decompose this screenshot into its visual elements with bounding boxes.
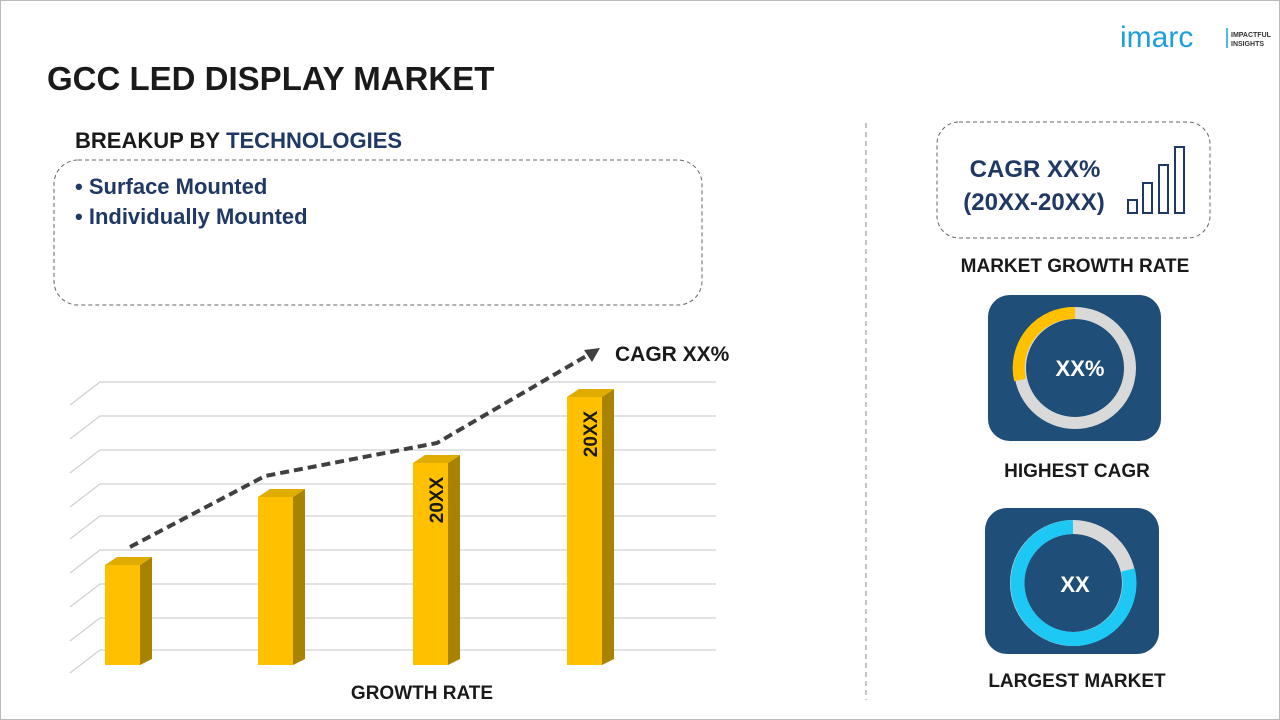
growth-chart: 20XX 20XX CAGR XX% GROWTH RATE: [69, 343, 730, 704]
breakup-item-text: Surface Mounted: [89, 174, 267, 199]
breakup-item: • Individually Mounted: [75, 204, 308, 229]
breakup-category: TECHNOLOGIES: [226, 128, 402, 153]
market-label: LARGEST MARKET: [988, 671, 1166, 692]
breakup-item: • Surface Mounted: [75, 174, 267, 199]
logo-text: imarc: [1120, 21, 1193, 54]
growth-box: [936, 121, 1211, 239]
market-value: XX: [1060, 572, 1090, 597]
growth-label: MARKET GROWTH RATE: [961, 256, 1190, 277]
trend-arrow: [584, 348, 600, 362]
chart-grid: [69, 381, 716, 674]
breakup-label: BREAKUP BY: [75, 128, 220, 153]
bar-label: 20XX: [581, 410, 602, 457]
breakup-title: BREAKUP BY TECHNOLOGIES: [75, 128, 402, 153]
logo: imarc IMPACTFUL INSIGHTS: [1120, 21, 1272, 54]
cagr-ring-highlight: [1012, 306, 1076, 382]
breakup-item-text: Individually Mounted: [89, 204, 308, 229]
bars: [105, 389, 614, 665]
logo-tagline: IMPACTFUL: [1231, 32, 1272, 39]
chart-axis-label: GROWTH RATE: [351, 683, 493, 704]
market-ring-highlight: [1010, 520, 1137, 646]
trend-line: [129, 353, 590, 549]
logo-tagline: INSIGHTS: [1231, 41, 1264, 48]
breakup-box: [53, 159, 703, 306]
cagr-value: XX%: [1056, 356, 1105, 381]
page-title: GCC LED DISPLAY MARKET: [47, 60, 494, 97]
growth-icon: [1127, 146, 1185, 214]
cagr-label: HIGHEST CAGR: [1004, 461, 1150, 482]
growth-value: CAGR XX%: [970, 156, 1101, 183]
chart-annotation: CAGR XX%: [615, 343, 730, 366]
bar-label: 20XX: [427, 476, 448, 523]
growth-period: (20XX-20XX): [963, 189, 1104, 216]
